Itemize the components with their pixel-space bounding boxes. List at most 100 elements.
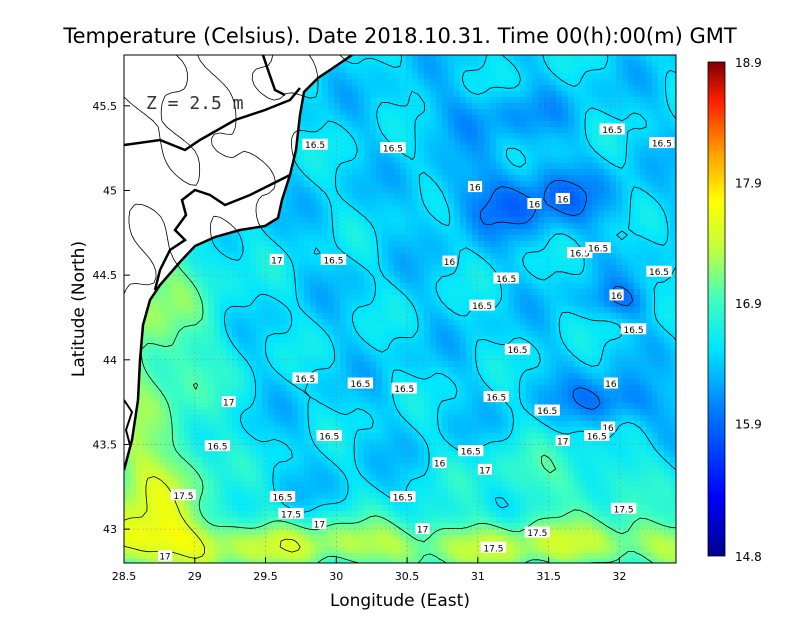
field-cell	[448, 277, 455, 284]
field-cell	[562, 223, 569, 230]
field-cell	[436, 127, 443, 134]
field-cell	[664, 367, 671, 374]
field-cell	[280, 349, 287, 356]
field-cell	[502, 133, 509, 140]
field-cell	[640, 199, 647, 206]
field-cell	[484, 247, 491, 254]
field-cell	[400, 193, 407, 200]
field-cell	[322, 307, 329, 314]
field-cell	[574, 175, 581, 182]
field-cell	[334, 199, 341, 206]
field-cell	[484, 133, 491, 140]
field-cell	[556, 97, 563, 104]
field-cell	[172, 361, 179, 368]
field-cell	[184, 343, 191, 350]
field-cell	[184, 373, 191, 380]
field-cell	[352, 91, 359, 98]
field-cell	[316, 169, 323, 176]
field-cell	[622, 55, 629, 62]
field-cell	[370, 127, 377, 134]
field-cell	[340, 337, 347, 344]
field-cell	[424, 133, 431, 140]
field-cell	[310, 331, 317, 338]
field-cell	[454, 367, 461, 374]
field-cell	[430, 307, 437, 314]
field-cell	[358, 313, 365, 320]
field-cell	[634, 67, 641, 74]
field-cell	[646, 121, 653, 128]
field-cell	[280, 205, 287, 212]
field-cell	[496, 259, 503, 266]
field-cell	[322, 187, 329, 194]
field-cell	[508, 229, 515, 236]
field-cell	[202, 259, 209, 266]
field-cell	[628, 271, 635, 278]
field-cell	[472, 193, 479, 200]
field-cell	[358, 139, 365, 146]
field-cell	[298, 235, 305, 242]
field-cell	[664, 307, 671, 314]
field-cell	[442, 247, 449, 254]
field-cell	[214, 307, 221, 314]
field-cell	[490, 109, 497, 116]
field-cell	[550, 163, 557, 170]
field-cell	[202, 295, 209, 302]
field-cell	[250, 259, 257, 266]
field-cell	[400, 313, 407, 320]
field-cell	[424, 343, 431, 350]
field-cell	[490, 349, 497, 356]
field-cell	[328, 241, 335, 248]
field-cell	[382, 253, 389, 260]
field-cell	[364, 331, 371, 338]
field-cell	[586, 121, 593, 128]
field-cell	[532, 175, 539, 182]
field-cell	[586, 235, 593, 242]
field-cell	[316, 253, 323, 260]
field-cell	[238, 241, 245, 248]
field-cell	[646, 361, 653, 368]
field-cell	[670, 103, 676, 110]
field-cell	[580, 361, 587, 368]
field-cell	[592, 313, 599, 320]
field-cell	[442, 163, 449, 170]
field-cell	[568, 175, 575, 182]
field-cell	[370, 109, 377, 116]
field-cell	[490, 85, 497, 92]
field-cell	[298, 121, 305, 128]
field-cell	[454, 103, 461, 110]
field-cell	[310, 271, 317, 278]
field-cell	[184, 271, 191, 278]
field-cell	[652, 361, 659, 368]
field-cell	[400, 361, 407, 368]
field-cell	[574, 133, 581, 140]
field-cell	[652, 91, 659, 98]
field-cell	[514, 265, 521, 272]
field-cell	[196, 331, 203, 338]
field-cell	[418, 97, 425, 104]
field-cell	[442, 79, 449, 86]
field-cell	[352, 343, 359, 350]
field-cell	[310, 277, 317, 284]
field-cell	[406, 115, 413, 122]
field-cell	[562, 115, 569, 122]
field-cell	[214, 259, 221, 266]
field-cell	[664, 349, 671, 356]
field-cell	[250, 361, 257, 368]
field-cell	[238, 373, 245, 380]
field-cell	[580, 319, 587, 326]
field-cell	[496, 247, 503, 254]
field-cell	[292, 331, 299, 338]
field-cell	[670, 115, 676, 122]
field-cell	[196, 361, 203, 368]
field-cell	[670, 313, 676, 320]
field-cell	[382, 343, 389, 350]
field-cell	[496, 283, 503, 290]
field-cell	[472, 223, 479, 230]
field-cell	[520, 289, 527, 296]
field-cell	[412, 235, 419, 242]
field-cell	[658, 253, 665, 260]
field-cell	[412, 109, 419, 116]
field-cell	[538, 61, 545, 68]
field-cell	[616, 211, 623, 218]
field-cell	[418, 85, 425, 92]
